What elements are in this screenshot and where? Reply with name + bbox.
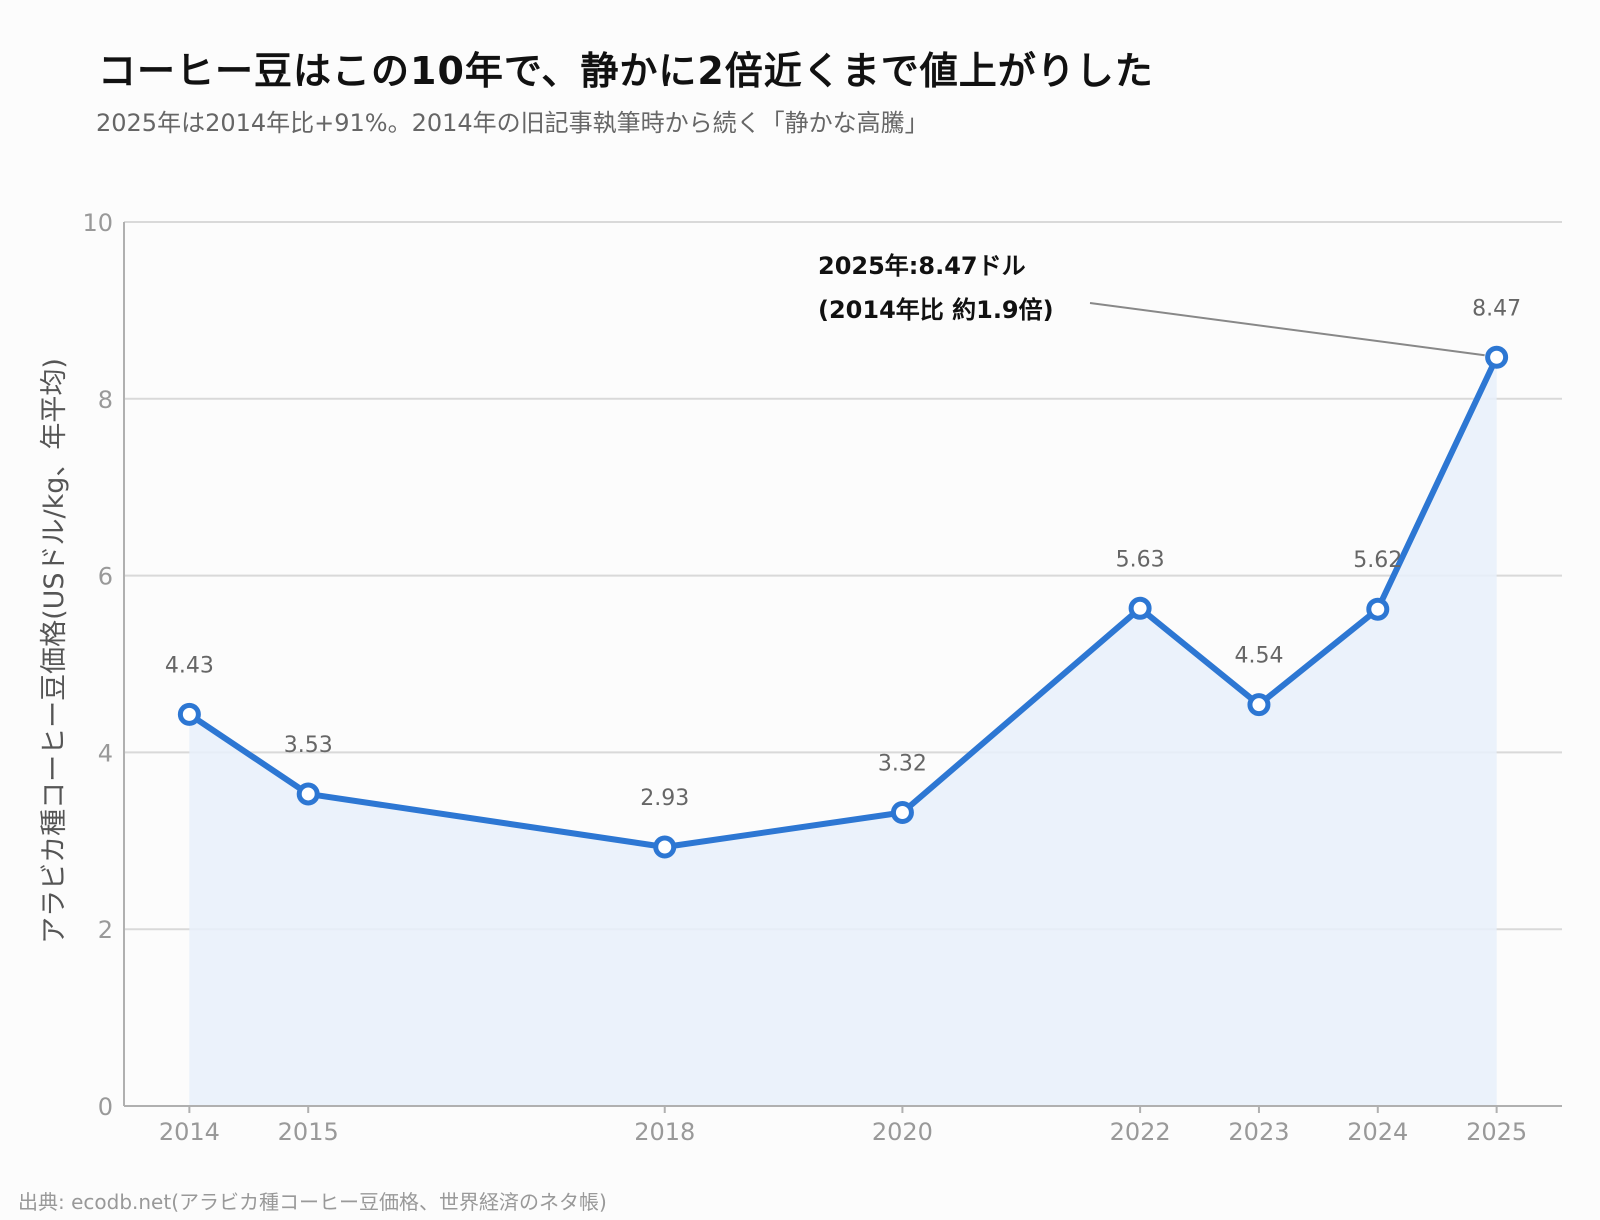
y-tick-label-10: 10 bbox=[82, 209, 113, 237]
series-line-layer bbox=[186, 354, 1500, 850]
x-tick-label-2024: 2024 bbox=[1347, 1118, 1408, 1146]
tick-labels: 0 2 4 6 8 10 2014 2015 2018 2020 2022 2023 2024 2025 bbox=[82, 209, 1527, 1146]
data-label-2018: 2.93 bbox=[640, 786, 689, 811]
data-label-2022: 5.63 bbox=[1116, 547, 1165, 572]
data-label-2025: 8.47 bbox=[1472, 296, 1521, 321]
data-label-2023: 4.54 bbox=[1234, 644, 1283, 669]
data-point-2025 bbox=[1485, 345, 1509, 369]
area-under-line bbox=[189, 357, 1497, 1106]
y-axis-label: アラビカ種コーヒー豆価格(USドル/kg、年平均) bbox=[39, 358, 70, 944]
annotation-leader-line bbox=[1089, 302, 1485, 357]
data-point-2020 bbox=[890, 801, 914, 825]
data-labels: 4.43 3.53 2.93 3.32 5.63 4.54 5.62 8.47 bbox=[165, 296, 1521, 811]
series-line bbox=[186, 354, 1500, 850]
data-label-2015: 3.53 bbox=[284, 733, 333, 758]
data-points bbox=[177, 345, 1509, 859]
data-label-2014: 4.43 bbox=[165, 653, 214, 678]
source-note: 出典: ecodb.net(アラビカ種コーヒー豆価格、世界経済のネタ帳) bbox=[18, 1190, 607, 1214]
y-tick-label-6: 6 bbox=[98, 563, 113, 591]
x-tick-label-2014: 2014 bbox=[159, 1118, 220, 1146]
data-point-2014 bbox=[177, 702, 201, 726]
chart-subtitle: 2025年は2014年比+91%。2014年の旧記事執筆時から続く「静かな高騰」 bbox=[96, 109, 929, 137]
x-tick-label-2025: 2025 bbox=[1466, 1118, 1527, 1146]
area-fill bbox=[189, 357, 1497, 1106]
chart-title: コーヒー豆はこの10年で、静かに2倍近くまで値上がりした bbox=[98, 49, 1154, 93]
data-point-2018 bbox=[653, 835, 677, 859]
data-point-2023 bbox=[1247, 693, 1271, 717]
data-label-2024: 5.62 bbox=[1353, 548, 1402, 573]
y-tick-label-8: 8 bbox=[98, 386, 113, 414]
x-tick-label-2022: 2022 bbox=[1110, 1118, 1171, 1146]
data-point-2024 bbox=[1366, 597, 1390, 621]
y-tick-label-0: 0 bbox=[98, 1093, 113, 1121]
y-tick-label-4: 4 bbox=[98, 739, 113, 767]
annotation-text-line-1: 2025年:8.47ドル bbox=[818, 252, 1026, 280]
x-tick-label-2015: 2015 bbox=[278, 1118, 339, 1146]
data-point-2015 bbox=[296, 782, 320, 806]
annotation-text-line-2: (2014年比 約1.9倍) bbox=[818, 296, 1054, 324]
x-tick-label-2018: 2018 bbox=[634, 1118, 695, 1146]
data-point-2022 bbox=[1128, 596, 1152, 620]
x-tick-label-2020: 2020 bbox=[872, 1118, 933, 1146]
y-tick-label-2: 2 bbox=[98, 916, 113, 944]
x-tick-label-2023: 2023 bbox=[1228, 1118, 1289, 1146]
annotation: 2025年:8.47ドル (2014年比 約1.9倍) bbox=[818, 252, 1485, 357]
data-label-2020: 3.32 bbox=[878, 752, 927, 777]
axes bbox=[123, 222, 1562, 1113]
